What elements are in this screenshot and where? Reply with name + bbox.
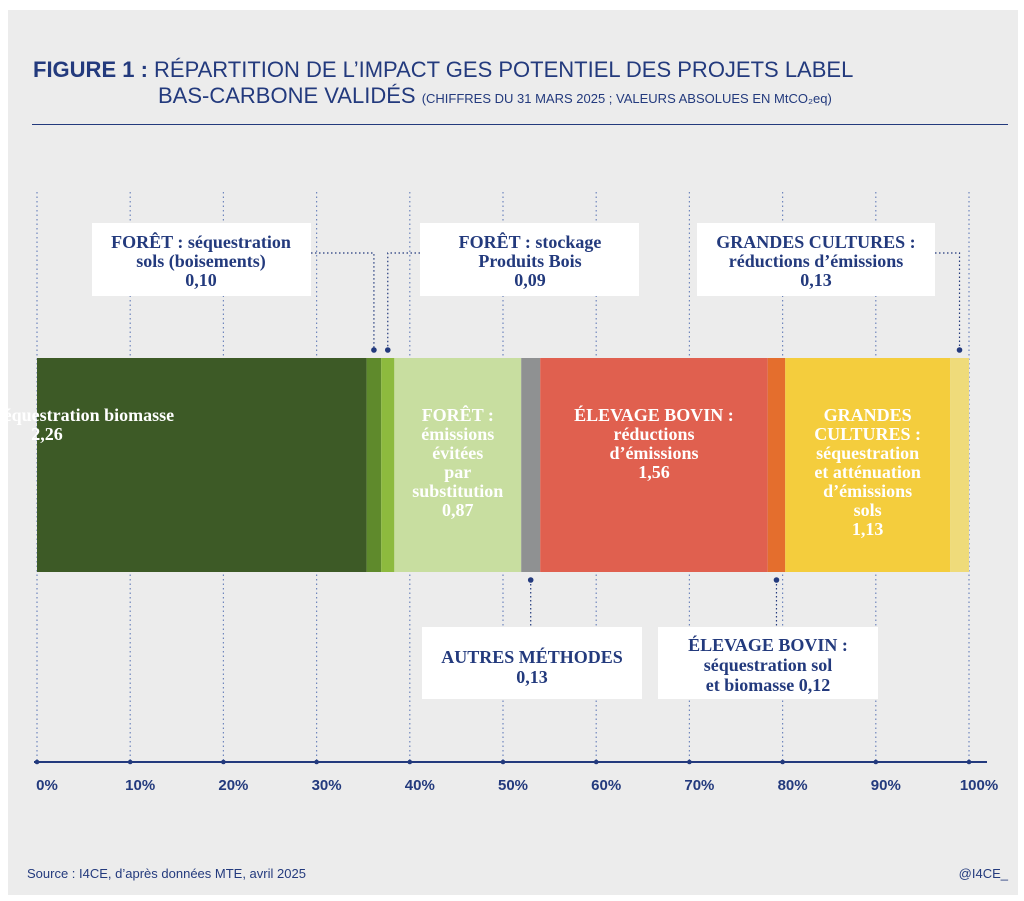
segment-label-foret-biomasse-1: 2,26 [31, 424, 63, 444]
x-tick-label-10: 10% [125, 777, 155, 794]
segment-label-foret-substitution-2: évitées [432, 443, 483, 463]
callout-text-foret-sols-1: sols (boisements) [136, 251, 266, 272]
x-tick-label-90: 90% [871, 777, 901, 794]
x-tick-mark-0 [34, 759, 40, 765]
callout-box-elevage-sequestration [658, 627, 878, 699]
segment-label-foret-substitution-0: FORÊT : [422, 404, 494, 425]
segment-label-elevage-reductions-0: ÉLEVAGE BOVIN : [574, 404, 734, 425]
figure-title-line2: BAS-CARBONE VALIDÉS (CHIFFRES DU 31 MARS… [158, 83, 832, 109]
x-tick-mark-80 [780, 759, 785, 765]
callout-leader-foret-produits-bois [387, 252, 420, 350]
figure-title-line1: FIGURE 1 : RÉPARTITION DE L’IMPACT GES P… [33, 57, 853, 83]
callout-leader-gc-reductions [935, 252, 961, 350]
x-tick-mark-30 [314, 759, 319, 765]
callout-box-foret-produits-bois [420, 223, 639, 296]
callout-text-elevage-sequestration-0: ÉLEVAGE BOVIN : [688, 634, 848, 655]
segment-label-elevage-reductions-3: 1,56 [638, 462, 670, 482]
callout-dot-elevage-sequestration [773, 577, 780, 583]
x-tick-mark-60 [593, 759, 599, 765]
twitter-handle: @I4CE_ [958, 866, 1008, 881]
x-tick-label-50: 50% [498, 777, 528, 794]
bar-segment-foret-biomasse [37, 358, 367, 572]
x-tick-label-30: 30% [312, 777, 342, 794]
callout-text-autres-methodes-1: 0,13 [516, 667, 548, 687]
callout-dot-foret-sols [371, 347, 377, 353]
title-note: (CHIFFRES DU 31 MARS 2025 ; VALEURS ABSO… [421, 91, 832, 106]
x-tick-mark-50 [500, 759, 506, 765]
callout-text-gc-reductions-0: GRANDES CULTURES : [716, 232, 915, 252]
callout-text-foret-sols-2: 0,10 [185, 270, 217, 290]
segment-label-foret-substitution-5: 0,87 [442, 500, 474, 520]
x-tick-mark-10 [127, 759, 133, 765]
segment-label-elevage-reductions-2: d’émissions [609, 443, 698, 463]
bar-segment-elevage-reductions [540, 358, 768, 572]
segment-label-gc-sequestration-0: GRANDES [824, 405, 912, 425]
bar-segment-gc-reductions [950, 358, 969, 572]
segment-label-foret-biomasse-0: FORÊT : séquestration biomasse [0, 404, 174, 425]
source-note: Source : I4CE, d’après données MTE, avri… [27, 866, 306, 881]
segment-label-gc-sequestration-3: et atténuation [814, 462, 921, 482]
callout-text-elevage-sequestration-1: séquestration sol [704, 655, 833, 675]
x-tick-mark-70 [687, 759, 692, 765]
callout-text-elevage-sequestration-2: et biomasse 0,12 [706, 675, 831, 695]
callout-dot-autres-methodes [527, 577, 534, 583]
x-tick-mark-100 [966, 759, 972, 765]
segment-label-foret-substitution-4: substitution [412, 481, 503, 501]
callout-leader-foret-sols [311, 252, 375, 350]
figure-label: FIGURE 1 : [33, 57, 148, 82]
callout-text-foret-produits-bois-0: FORÊT : stockage [459, 231, 602, 252]
x-tick-mark-20 [221, 759, 226, 765]
bar-segment-autres-methodes [521, 358, 541, 572]
segment-label-elevage-reductions-1: réductions [613, 424, 694, 444]
segment-label-gc-sequestration-4: d’émissions [823, 481, 912, 501]
bar-segment-elevage-sequestration [767, 358, 786, 572]
bar-segment-gc-sequestration [785, 358, 951, 572]
callout-dot-foret-produits-bois [384, 347, 391, 353]
title-rule [32, 124, 1008, 125]
x-tick-mark-40 [407, 759, 413, 765]
bar-segment-foret-substitution [394, 358, 522, 572]
x-tick-mark-90 [873, 759, 879, 765]
bar-segment-foret-sols [366, 358, 382, 572]
callout-box-autres-methodes [422, 627, 642, 699]
segment-label-gc-sequestration-2: séquestration [816, 443, 919, 463]
x-tick-label-40: 40% [405, 777, 435, 794]
callout-box-foret-sols [92, 223, 311, 296]
segment-label-foret-substitution-3: par [444, 462, 471, 482]
bar-segment-foret-produits-bois [381, 358, 395, 572]
callout-text-foret-produits-bois-2: 0,09 [514, 270, 546, 290]
segment-label-gc-sequestration-6: 1,13 [852, 519, 884, 539]
x-tick-label-0: 0% [36, 777, 58, 794]
callout-text-gc-reductions-1: réductions d’émissions [729, 251, 904, 271]
segment-label-foret-substitution-1: émissions [421, 424, 494, 444]
title-text-1: RÉPARTITION DE L’IMPACT GES POTENTIEL DE… [154, 57, 854, 82]
x-tick-label-70: 70% [684, 777, 714, 794]
callout-text-foret-produits-bois-1: Produits Bois [478, 251, 581, 271]
callout-text-gc-reductions-2: 0,13 [800, 270, 832, 290]
callout-dot-gc-reductions [956, 347, 963, 353]
segment-label-gc-sequestration-1: CULTURES : [814, 424, 921, 444]
x-tick-label-20: 20% [218, 777, 248, 794]
segment-label-gc-sequestration-5: sols [854, 500, 882, 520]
title-text-2: BAS-CARBONE VALIDÉS [158, 83, 416, 108]
callout-box-gc-reductions [697, 223, 935, 296]
x-tick-label-80: 80% [778, 777, 808, 794]
callout-text-foret-sols-0: FORÊT : séquestration [111, 231, 291, 252]
callout-text-autres-methodes-0: AUTRES MÉTHODES [441, 646, 623, 667]
x-tick-label-60: 60% [591, 777, 621, 794]
x-tick-label-100: 100% [960, 777, 998, 794]
